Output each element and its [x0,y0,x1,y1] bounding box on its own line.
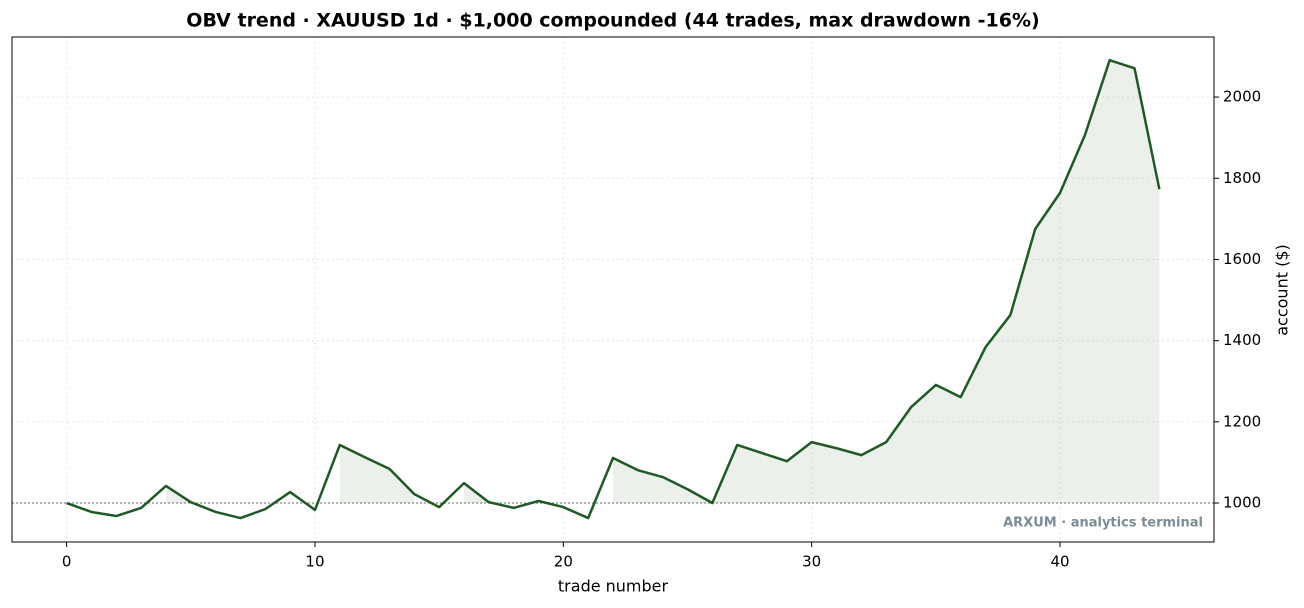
y-tick-label: 2000 [1223,88,1261,106]
y-tick-label: 1400 [1223,331,1261,349]
chart-title: OBV trend · XAUUSD 1d · $1,000 compounde… [186,10,1039,32]
x-tick-label: 20 [554,553,573,571]
equity-line [66,58,1161,520]
x-tick-label: 30 [802,553,821,571]
x-tick-label: 10 [305,553,324,571]
x-tick-label: 0 [62,553,72,571]
x-tick-label: 40 [1050,553,1069,571]
watermark: ARXUM · analytics terminal [1003,516,1203,531]
area-fill [339,444,415,504]
y-axis-label: account ($) [1273,244,1292,336]
y-tick-label: 1000 [1223,494,1261,512]
y-tick-label: 1800 [1223,169,1261,187]
y-tick-label: 1600 [1223,250,1261,268]
x-axis-label: trade number [558,577,669,596]
plot-frame [11,36,1215,543]
y-tick-label: 1200 [1223,412,1261,430]
area-fill [613,60,1160,504]
